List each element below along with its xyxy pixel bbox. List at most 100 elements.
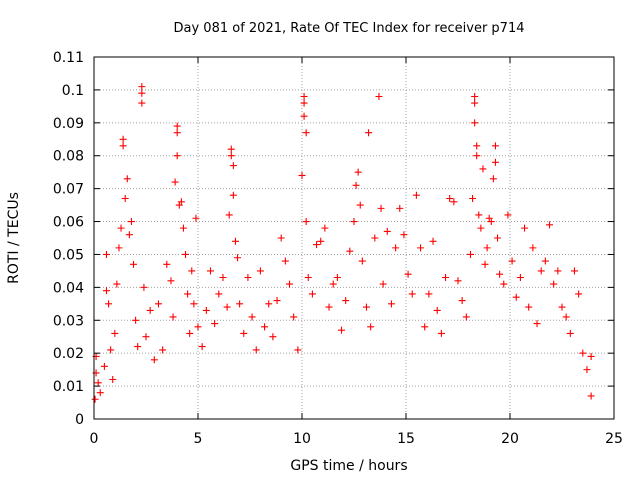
- data-point: [356, 201, 364, 209]
- data-point: [479, 165, 487, 173]
- y-tick-label: 0.11: [53, 50, 84, 66]
- data-point: [352, 181, 360, 189]
- data-point: [244, 273, 252, 281]
- data-point: [130, 260, 138, 268]
- data-point: [562, 313, 570, 321]
- data-point: [469, 195, 477, 203]
- data-point: [194, 323, 202, 331]
- data-point: [150, 356, 158, 364]
- data-point: [367, 323, 375, 331]
- data-point: [215, 290, 223, 298]
- data-point: [317, 237, 325, 245]
- data-point: [102, 250, 110, 258]
- data-point: [354, 168, 362, 176]
- data-point: [421, 323, 429, 331]
- data-point: [587, 392, 595, 400]
- data-point: [587, 352, 595, 360]
- data-point: [173, 152, 181, 160]
- data-point: [570, 267, 578, 275]
- data-point: [146, 306, 154, 314]
- data-point: [325, 303, 333, 311]
- y-tick-label: 0.02: [53, 346, 84, 362]
- data-point: [491, 158, 499, 166]
- data-point: [558, 303, 566, 311]
- data-point: [179, 224, 187, 232]
- data-point: [433, 306, 441, 314]
- data-point: [105, 300, 113, 308]
- data-point: [225, 211, 233, 219]
- data-point: [138, 99, 146, 107]
- data-point: [304, 273, 312, 281]
- data-point: [477, 224, 485, 232]
- data-point: [575, 290, 583, 298]
- data-point: [462, 313, 470, 321]
- data-point: [265, 300, 273, 308]
- data-point: [496, 270, 504, 278]
- data-point: [123, 175, 131, 183]
- y-tick-label: 0.07: [53, 182, 84, 198]
- data-point: [159, 346, 167, 354]
- data-point: [454, 277, 462, 285]
- data-point: [508, 257, 516, 265]
- data-point: [302, 218, 310, 226]
- data-point: [138, 89, 146, 97]
- data-point: [119, 135, 127, 143]
- y-tick-label: 0.08: [53, 149, 84, 165]
- data-point: [471, 99, 479, 107]
- data-point: [119, 142, 127, 150]
- data-point: [473, 152, 481, 160]
- data-point: [167, 277, 175, 285]
- data-point: [365, 129, 373, 137]
- data-point: [437, 329, 445, 337]
- data-point: [227, 152, 235, 160]
- data-point: [458, 297, 466, 305]
- data-point: [273, 297, 281, 305]
- axis-ticks: [93, 56, 615, 420]
- data-point: [223, 303, 231, 311]
- grid: [94, 57, 614, 419]
- data-point: [182, 250, 190, 258]
- data-point: [100, 362, 108, 370]
- data-point: [408, 290, 416, 298]
- data-point: [481, 260, 489, 268]
- y-tick-label: 0.09: [53, 116, 84, 132]
- data-point: [286, 280, 294, 288]
- data-point: [229, 191, 237, 199]
- data-point: [383, 227, 391, 235]
- data-point: [171, 178, 179, 186]
- data-point: [127, 218, 135, 226]
- data-point: [202, 306, 210, 314]
- data-point: [109, 376, 117, 384]
- data-point: [125, 231, 133, 239]
- data-point: [550, 280, 558, 288]
- data-point: [140, 283, 148, 291]
- data-point: [338, 326, 346, 334]
- data-point: [358, 257, 366, 265]
- data-point: [387, 300, 395, 308]
- data-point: [281, 257, 289, 265]
- data-point: [554, 267, 562, 275]
- data-point: [533, 320, 541, 328]
- y-tick-label: 0.03: [53, 313, 84, 329]
- data-point: [186, 329, 194, 337]
- data-point: [362, 303, 370, 311]
- data-point: [566, 329, 574, 337]
- data-point: [227, 145, 235, 153]
- data-point: [512, 293, 520, 301]
- data-point: [94, 379, 102, 387]
- data-point: [206, 267, 214, 275]
- x-tick-label: 10: [293, 431, 311, 447]
- data-point: [169, 313, 177, 321]
- x-tick-labels: 0 5 10 15 20 25: [90, 431, 623, 447]
- data-point: [177, 198, 185, 206]
- data-point: [583, 366, 591, 374]
- data-point: [392, 244, 400, 252]
- data-point: [252, 346, 260, 354]
- data-point: [300, 92, 308, 100]
- data-point: [400, 231, 408, 239]
- data-point: [579, 349, 587, 357]
- data-point: [473, 142, 481, 150]
- data-point: [298, 171, 306, 179]
- data-point: [313, 241, 321, 249]
- y-tick-labels: 0 0.01 0.02 0.03 0.04 0.05 0.06 0.07 0.08 0.09 0.1…: [53, 50, 84, 428]
